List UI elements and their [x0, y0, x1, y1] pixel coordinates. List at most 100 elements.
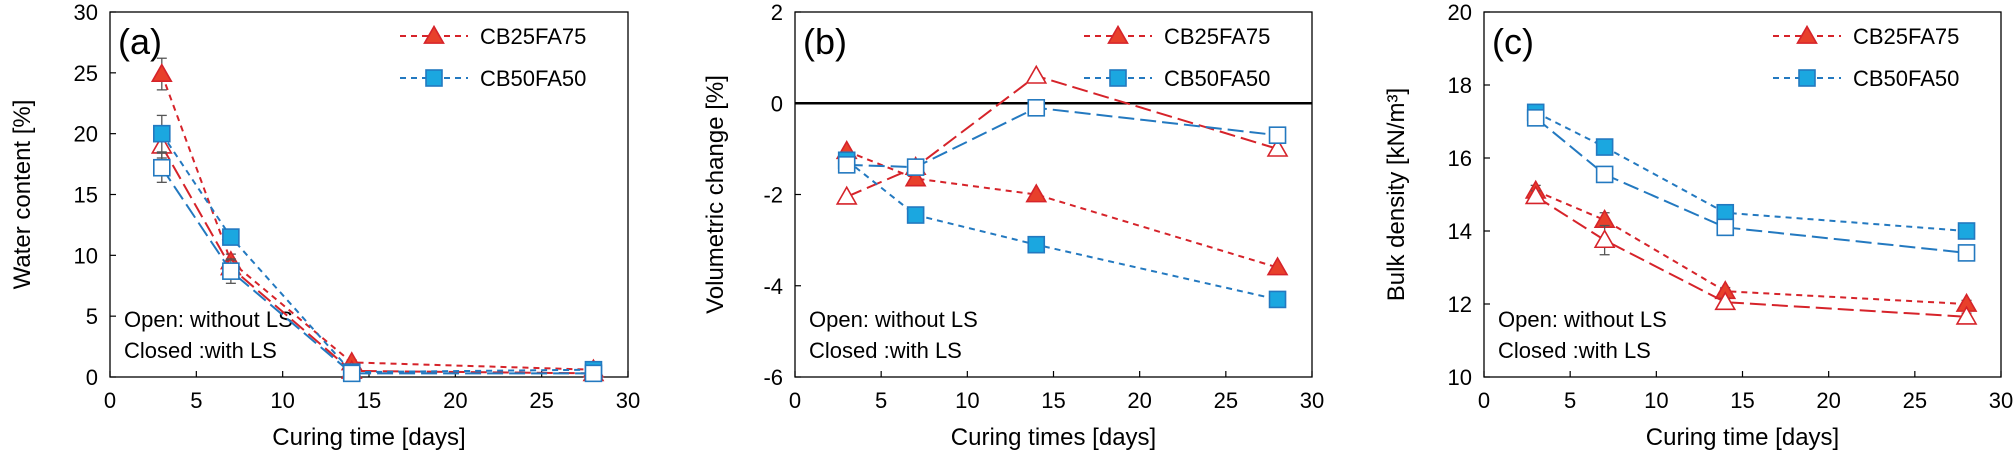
panel-label: (a): [118, 21, 162, 62]
data-point: [906, 158, 925, 176]
y-tick-label: 25: [74, 61, 98, 86]
series-cb50fa50-open: [837, 99, 1287, 176]
x-tick-label: 15: [1730, 388, 1754, 413]
x-tick-label: 25: [1903, 388, 1927, 413]
y-tick-label: 0: [771, 91, 783, 116]
series-cb50fa50-open: [153, 152, 603, 383]
data-point: [1526, 109, 1545, 127]
y-tick-label: 18: [1448, 73, 1472, 98]
x-tick-label: 25: [529, 388, 553, 413]
data-point: [1593, 208, 1616, 228]
x-axis-label: Curing times [days]: [951, 424, 1156, 451]
series-cb50fa50-filled: [1526, 103, 1976, 240]
y-tick-label: 12: [1448, 292, 1472, 317]
data-point: [1957, 222, 1976, 240]
data-point: [222, 262, 240, 280]
data-point: [342, 364, 361, 383]
data-point: [1716, 218, 1735, 237]
x-tick-label: 15: [357, 388, 381, 413]
legend-marker: [423, 24, 445, 44]
data-point: [1027, 99, 1046, 117]
data-point: [1268, 290, 1287, 309]
note-text: Open: without LS: [124, 307, 293, 332]
y-tick-label: 20: [74, 122, 98, 147]
x-tick-label: 0: [789, 388, 801, 413]
data-point: [584, 364, 603, 383]
series-cb50fa50-open: [1526, 109, 1976, 262]
x-tick-label: 5: [875, 388, 887, 413]
x-tick-label: 25: [1214, 388, 1238, 413]
data-point: [1593, 229, 1616, 249]
y-axis-label: Bulk density [kN/m³]: [1383, 88, 1410, 301]
legend-marker: [425, 69, 443, 87]
series-line: [1535, 189, 1967, 305]
data-point: [835, 185, 858, 205]
series-line: [1535, 111, 1967, 232]
x-tick-label: 20: [1816, 388, 1840, 413]
x-tick-label: 10: [270, 388, 294, 413]
y-tick-label: 10: [1448, 365, 1472, 390]
legend-marker: [1798, 69, 1816, 87]
legend-label: CB50FA50: [480, 66, 586, 91]
x-tick-label: 5: [190, 388, 202, 413]
series-line: [846, 106, 1278, 169]
legend: CB25FA75 CB50FA50: [1084, 24, 1270, 91]
note-text: Closed :with LS: [1498, 338, 1651, 363]
y-tick-label: 16: [1448, 146, 1472, 171]
data-point: [1025, 64, 1048, 84]
series-line: [846, 159, 1278, 301]
data-point: [1266, 256, 1289, 276]
x-tick-label: 30: [1300, 388, 1324, 413]
chart-panel-3: 0 5 10 15 20 25 30 10 12 14 16 18 20 Curing time [day…: [1383, 0, 2013, 451]
series-line: [1535, 195, 1967, 318]
legend: CB25FA75 CB50FA50: [400, 24, 586, 91]
data-point: [1955, 305, 1978, 325]
y-tick-label: -6: [763, 365, 783, 390]
note-text: Open: without LS: [1498, 307, 1667, 332]
y-tick-label: -4: [763, 274, 783, 299]
data-point: [1025, 183, 1048, 203]
data-point: [1716, 203, 1735, 222]
data-point: [1266, 137, 1289, 157]
data-point: [1595, 165, 1614, 184]
y-tick-label: 5: [86, 304, 98, 329]
legend-marker: [1796, 24, 1818, 44]
data-point: [837, 156, 856, 174]
y-tick-label: 10: [74, 243, 98, 268]
legend-label: CB25FA75: [480, 24, 586, 49]
data-point: [1524, 185, 1547, 205]
x-tick-label: 15: [1041, 388, 1065, 413]
y-tick-label: 2: [771, 0, 783, 25]
legend-label: CB25FA75: [1853, 24, 1959, 49]
series-line: [160, 167, 594, 375]
panel-label: (b): [803, 21, 847, 62]
data-point: [153, 124, 171, 143]
series-line: [160, 133, 594, 374]
data-point: [1957, 244, 1976, 262]
series-line: [846, 150, 1278, 269]
x-tick-label: 5: [1564, 388, 1576, 413]
x-axis-label: Curing time [days]: [272, 424, 465, 451]
legend-label: CB50FA50: [1164, 66, 1270, 91]
series-line: [160, 145, 594, 375]
data-point: [1268, 126, 1287, 144]
panel-label: (c): [1492, 21, 1534, 62]
y-axis-label: Water content [%]: [9, 100, 36, 290]
data-point: [1714, 291, 1737, 311]
y-axis-label: Volumetric change [%]: [702, 75, 729, 314]
data-point: [1027, 235, 1046, 254]
legend-label: CB25FA75: [1164, 24, 1270, 49]
data-point: [904, 167, 927, 187]
legend-marker: [1109, 69, 1127, 87]
x-tick-label: 10: [1644, 388, 1668, 413]
x-tick-label: 20: [1127, 388, 1151, 413]
x-tick-label: 0: [104, 388, 116, 413]
x-axis-label: Curing time [days]: [1646, 424, 1839, 451]
legend: CB25FA75 CB50FA50: [1773, 24, 1959, 91]
y-tick-label: 14: [1448, 219, 1472, 244]
series-line: [846, 74, 1278, 198]
x-tick-label: 10: [955, 388, 979, 413]
x-tick-label: 30: [1989, 388, 2013, 413]
y-tick-label: 30: [74, 0, 98, 25]
y-tick-label: 20: [1448, 0, 1472, 25]
